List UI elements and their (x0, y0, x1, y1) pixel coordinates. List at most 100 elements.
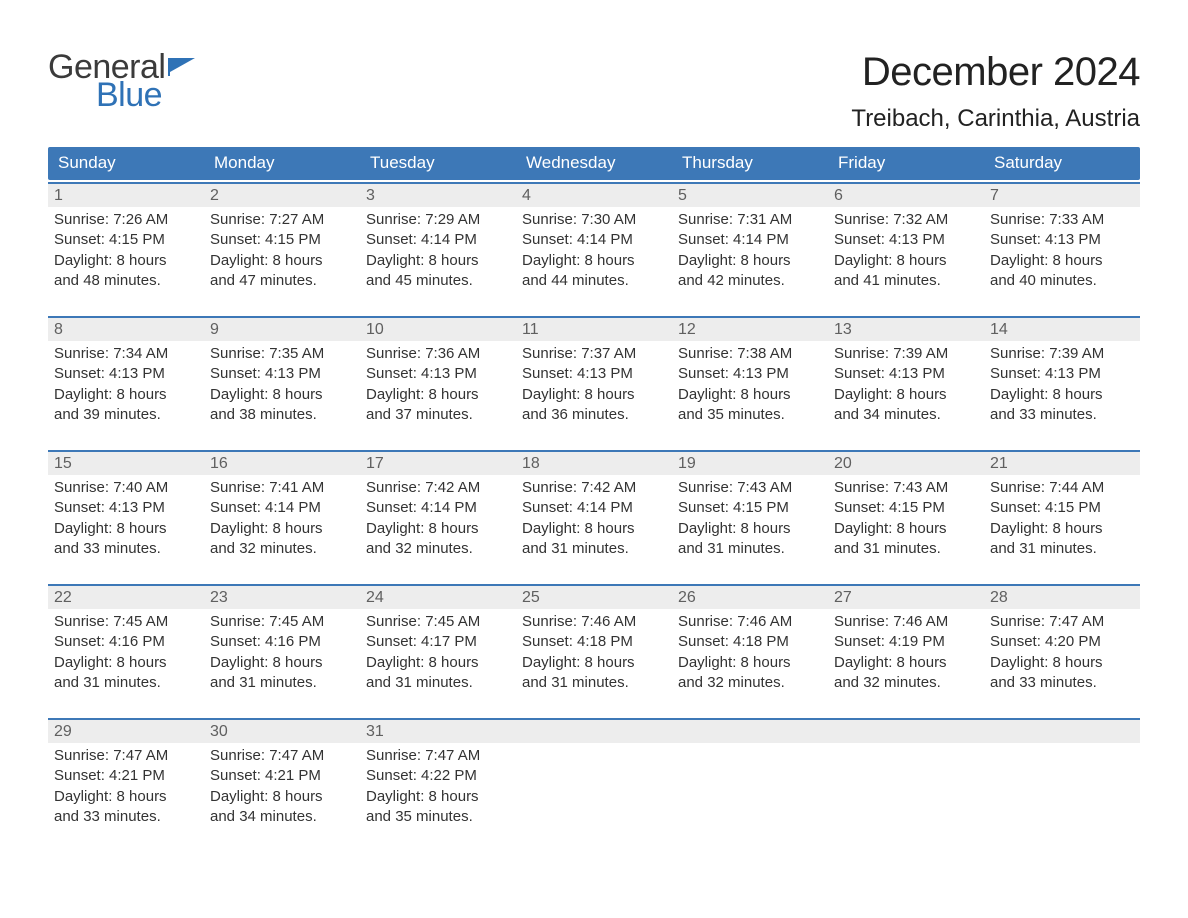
day-cell: 20Sunrise: 7:43 AMSunset: 4:15 PMDayligh… (828, 452, 984, 570)
day-dl2: and 33 minutes. (54, 539, 198, 559)
day-body: Sunrise: 7:30 AMSunset: 4:14 PMDaylight:… (516, 207, 672, 295)
day-sunset: Sunset: 4:13 PM (990, 364, 1134, 384)
day-dl2: and 31 minutes. (54, 673, 198, 693)
day-sunrise: Sunrise: 7:30 AM (522, 210, 666, 230)
day-dl2: and 45 minutes. (366, 271, 510, 291)
day-dl2: and 37 minutes. (366, 405, 510, 425)
day-number: 4 (516, 184, 672, 207)
day-dl1: Daylight: 8 hours (834, 519, 978, 539)
day-cell: 1Sunrise: 7:26 AMSunset: 4:15 PMDaylight… (48, 184, 204, 302)
day-cell: 27Sunrise: 7:46 AMSunset: 4:19 PMDayligh… (828, 586, 984, 704)
day-sunset: Sunset: 4:14 PM (522, 498, 666, 518)
day-body: Sunrise: 7:46 AMSunset: 4:18 PMDaylight:… (516, 609, 672, 697)
day-sunrise: Sunrise: 7:47 AM (990, 612, 1134, 632)
day-cell (672, 720, 828, 838)
day-sunrise: Sunrise: 7:35 AM (210, 344, 354, 364)
day-number: 23 (204, 586, 360, 609)
day-sunset: Sunset: 4:15 PM (54, 230, 198, 250)
day-number: 13 (828, 318, 984, 341)
day-cell: 4Sunrise: 7:30 AMSunset: 4:14 PMDaylight… (516, 184, 672, 302)
day-dl1: Daylight: 8 hours (210, 519, 354, 539)
day-dl2: and 41 minutes. (834, 271, 978, 291)
day-dl2: and 48 minutes. (54, 271, 198, 291)
day-dl2: and 39 minutes. (54, 405, 198, 425)
day-number: 8 (48, 318, 204, 341)
dow-cell: Saturday (984, 147, 1140, 180)
day-cell: 31Sunrise: 7:47 AMSunset: 4:22 PMDayligh… (360, 720, 516, 838)
day-body: Sunrise: 7:39 AMSunset: 4:13 PMDaylight:… (984, 341, 1140, 429)
day-cell: 11Sunrise: 7:37 AMSunset: 4:13 PMDayligh… (516, 318, 672, 436)
day-sunset: Sunset: 4:13 PM (54, 364, 198, 384)
day-cell (828, 720, 984, 838)
day-cell: 21Sunrise: 7:44 AMSunset: 4:15 PMDayligh… (984, 452, 1140, 570)
day-dl1: Daylight: 8 hours (54, 519, 198, 539)
day-number: 19 (672, 452, 828, 475)
day-cell: 24Sunrise: 7:45 AMSunset: 4:17 PMDayligh… (360, 586, 516, 704)
day-body: Sunrise: 7:36 AMSunset: 4:13 PMDaylight:… (360, 341, 516, 429)
day-cell: 3Sunrise: 7:29 AMSunset: 4:14 PMDaylight… (360, 184, 516, 302)
day-dl1: Daylight: 8 hours (366, 519, 510, 539)
day-dl2: and 33 minutes. (990, 405, 1134, 425)
day-cell: 12Sunrise: 7:38 AMSunset: 4:13 PMDayligh… (672, 318, 828, 436)
day-dl2: and 31 minutes. (522, 539, 666, 559)
day-dl2: and 36 minutes. (522, 405, 666, 425)
day-dl1: Daylight: 8 hours (678, 385, 822, 405)
day-dl2: and 35 minutes. (366, 807, 510, 827)
day-body: Sunrise: 7:34 AMSunset: 4:13 PMDaylight:… (48, 341, 204, 429)
day-dl2: and 32 minutes. (834, 673, 978, 693)
day-number: 27 (828, 586, 984, 609)
week-row: 22Sunrise: 7:45 AMSunset: 4:16 PMDayligh… (48, 584, 1140, 704)
day-body: Sunrise: 7:43 AMSunset: 4:15 PMDaylight:… (672, 475, 828, 563)
day-sunrise: Sunrise: 7:36 AM (366, 344, 510, 364)
day-sunset: Sunset: 4:15 PM (678, 498, 822, 518)
day-number: 20 (828, 452, 984, 475)
day-dl1: Daylight: 8 hours (990, 251, 1134, 271)
day-dl1: Daylight: 8 hours (522, 385, 666, 405)
dow-cell: Sunday (48, 147, 204, 180)
day-dl2: and 47 minutes. (210, 271, 354, 291)
dow-cell: Wednesday (516, 147, 672, 180)
day-cell: 30Sunrise: 7:47 AMSunset: 4:21 PMDayligh… (204, 720, 360, 838)
day-number: 1 (48, 184, 204, 207)
day-dl2: and 31 minutes. (210, 673, 354, 693)
day-body: Sunrise: 7:39 AMSunset: 4:13 PMDaylight:… (828, 341, 984, 429)
day-body: Sunrise: 7:33 AMSunset: 4:13 PMDaylight:… (984, 207, 1140, 295)
day-sunset: Sunset: 4:13 PM (54, 498, 198, 518)
day-dl2: and 31 minutes. (990, 539, 1134, 559)
day-dl1: Daylight: 8 hours (366, 653, 510, 673)
day-sunset: Sunset: 4:19 PM (834, 632, 978, 652)
dow-cell: Thursday (672, 147, 828, 180)
day-sunset: Sunset: 4:15 PM (834, 498, 978, 518)
day-sunrise: Sunrise: 7:47 AM (366, 746, 510, 766)
day-number: 7 (984, 184, 1140, 207)
day-dl1: Daylight: 8 hours (210, 787, 354, 807)
day-sunset: Sunset: 4:15 PM (990, 498, 1134, 518)
day-sunrise: Sunrise: 7:31 AM (678, 210, 822, 230)
day-number: 22 (48, 586, 204, 609)
day-cell: 15Sunrise: 7:40 AMSunset: 4:13 PMDayligh… (48, 452, 204, 570)
dow-cell: Tuesday (360, 147, 516, 180)
day-sunrise: Sunrise: 7:47 AM (54, 746, 198, 766)
day-number: 24 (360, 586, 516, 609)
week-row: 8Sunrise: 7:34 AMSunset: 4:13 PMDaylight… (48, 316, 1140, 436)
day-cell: 17Sunrise: 7:42 AMSunset: 4:14 PMDayligh… (360, 452, 516, 570)
day-number: 17 (360, 452, 516, 475)
day-dl1: Daylight: 8 hours (834, 653, 978, 673)
day-number: 3 (360, 184, 516, 207)
day-body: Sunrise: 7:47 AMSunset: 4:21 PMDaylight:… (48, 743, 204, 831)
day-sunrise: Sunrise: 7:34 AM (54, 344, 198, 364)
day-dl1: Daylight: 8 hours (834, 251, 978, 271)
day-number: 15 (48, 452, 204, 475)
day-dl2: and 31 minutes. (678, 539, 822, 559)
day-dl1: Daylight: 8 hours (366, 787, 510, 807)
day-body: Sunrise: 7:31 AMSunset: 4:14 PMDaylight:… (672, 207, 828, 295)
day-dl1: Daylight: 8 hours (678, 251, 822, 271)
day-sunrise: Sunrise: 7:45 AM (366, 612, 510, 632)
day-body: Sunrise: 7:37 AMSunset: 4:13 PMDaylight:… (516, 341, 672, 429)
day-cell: 18Sunrise: 7:42 AMSunset: 4:14 PMDayligh… (516, 452, 672, 570)
week-row: 29Sunrise: 7:47 AMSunset: 4:21 PMDayligh… (48, 718, 1140, 838)
dow-cell: Monday (204, 147, 360, 180)
day-sunset: Sunset: 4:14 PM (366, 498, 510, 518)
day-sunrise: Sunrise: 7:32 AM (834, 210, 978, 230)
day-cell: 5Sunrise: 7:31 AMSunset: 4:14 PMDaylight… (672, 184, 828, 302)
